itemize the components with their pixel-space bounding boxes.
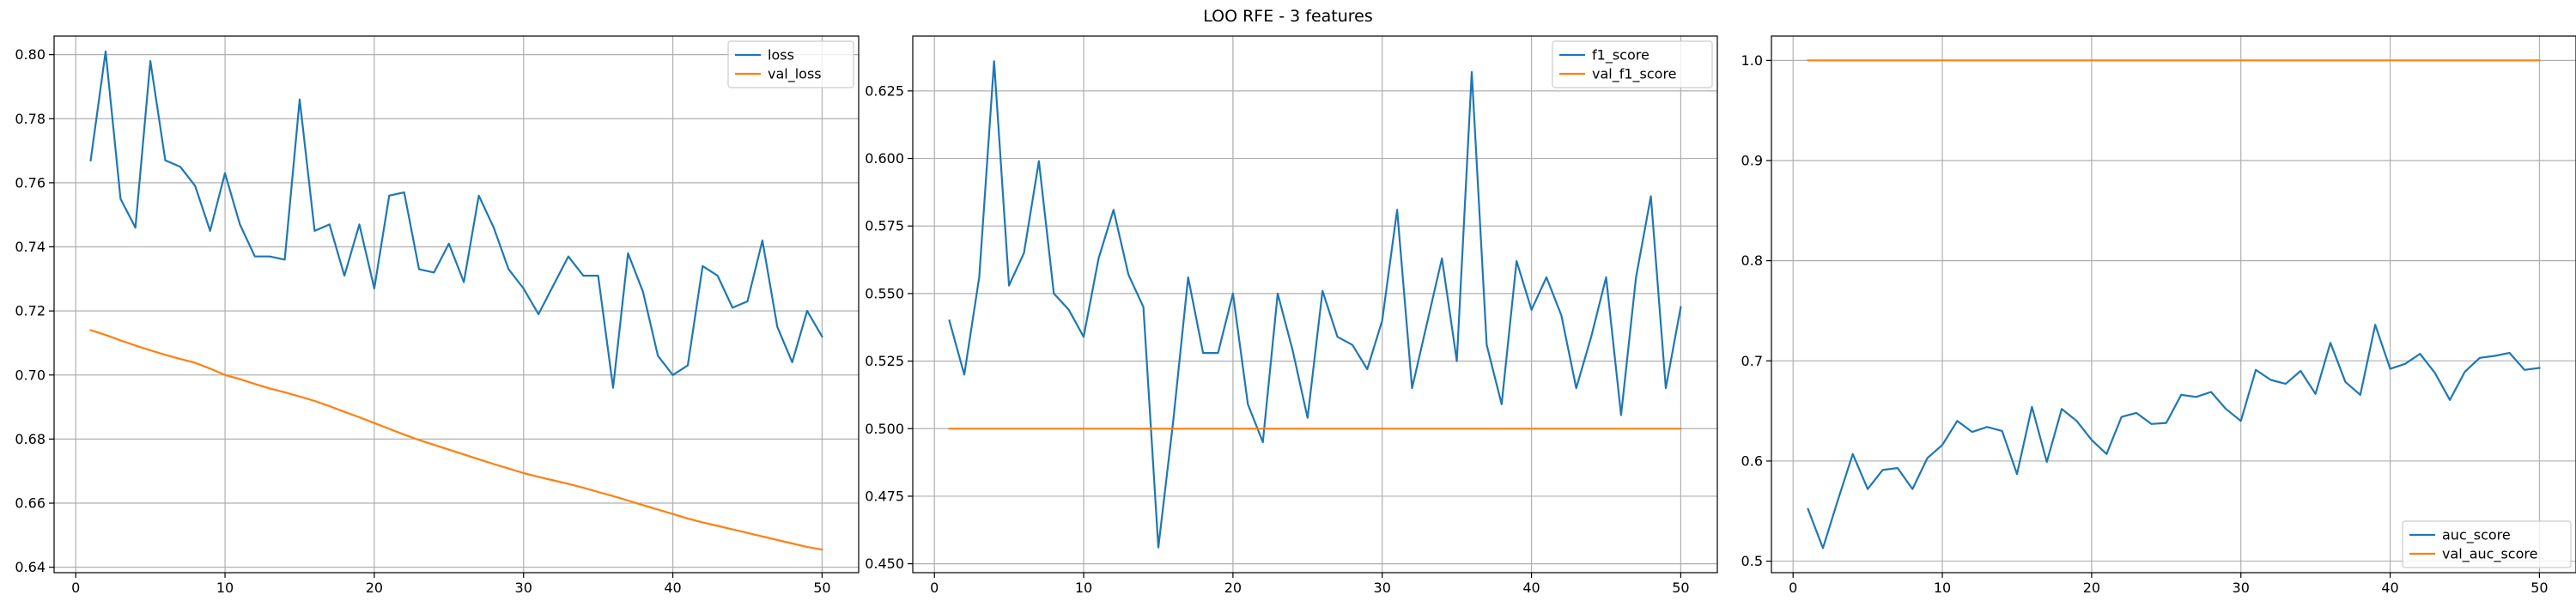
y-tick-label: 0.64 [15, 559, 46, 575]
x-tick-label: 20 [366, 580, 383, 596]
x-tick-label: 50 [813, 580, 830, 596]
y-tick-label: 0.550 [865, 285, 904, 301]
series-line-loss [89, 50, 823, 389]
y-tick-label: 0.66 [15, 495, 46, 512]
y-tick-label: 0.450 [865, 555, 904, 572]
x-tick-label: 30 [515, 580, 532, 596]
y-tick-label: 0.68 [15, 431, 46, 447]
y-tick-label: 0.500 [865, 421, 904, 437]
legend-label: val_f1_score [1592, 66, 1677, 83]
x-tick-label: 20 [1224, 580, 1242, 596]
x-tick-label: 10 [1934, 580, 1951, 596]
x-tick-label: 20 [2083, 580, 2100, 596]
y-tick-label: 0.72 [15, 303, 46, 319]
chart-panel-2: 0 10 20 30 40 50 0.450 0.475 0.500 0.525 0.550 0.57… [865, 35, 1718, 596]
x-tick-label: 0 [71, 580, 80, 596]
legend: loss val_loss [727, 40, 854, 88]
y-tick-label: 0.625 [865, 82, 904, 99]
y-tick-label: 0.6 [1741, 452, 1763, 469]
legend-label: f1_score [1592, 47, 1649, 64]
y-tick-label: 0.70 [15, 367, 46, 383]
y-tick-label: 0.575 [865, 218, 904, 234]
y-tick-label: 0.9 [1741, 152, 1763, 168]
y-tick-label: 0.525 [865, 353, 904, 369]
x-tick-label: 50 [1672, 580, 1689, 596]
y-tick-label: 0.8 [1741, 252, 1763, 269]
legend-label: val_loss [768, 66, 822, 83]
axes-frame [912, 35, 1718, 574]
y-tick-label: 0.80 [15, 46, 46, 63]
figure-title: LOO RFE - 3 features [1203, 7, 1373, 26]
chart-panel-3: 0 10 20 30 40 50 0.5 0.6 0.7 0.8 0.9 1.0 auc_scoreva… [1741, 35, 2576, 596]
series-line-f1-score [948, 60, 1682, 549]
y-tick-label: 0.600 [865, 150, 904, 167]
legend: f1_score val_f1_score [1552, 40, 1713, 88]
series-line-val-loss [89, 329, 823, 551]
legend-box [727, 40, 854, 88]
legend-label: auc_score [2442, 527, 2511, 544]
x-tick-label: 40 [1522, 580, 1540, 596]
legend-box [1552, 40, 1713, 88]
x-tick-label: 40 [2381, 580, 2398, 596]
chart-panel-1: 0 10 20 30 40 50 0.64 0.66 0.68 0.70 0.72 0.74 0.76 0… [15, 35, 860, 596]
x-tick-label: 30 [1374, 580, 1391, 596]
y-tick-label: 0.7 [1741, 353, 1763, 369]
y-tick-label: 1.0 [1741, 52, 1763, 69]
legend-label: loss [768, 47, 794, 64]
x-tick-label: 10 [216, 580, 234, 596]
axes-frame [1771, 35, 2576, 574]
x-tick-label: 50 [2530, 580, 2548, 596]
legend: auc_score val_auc_score [2402, 520, 2572, 568]
y-tick-label: 0.475 [865, 488, 904, 504]
series-line-auc-score [1807, 324, 2541, 549]
x-tick-label: 10 [1075, 580, 1092, 596]
axes-frame [53, 35, 860, 574]
x-tick-label: 40 [664, 580, 681, 596]
x-tick-label: 30 [2233, 580, 2250, 596]
x-tick-label: 0 [1789, 580, 1797, 596]
legend-box [2402, 520, 2572, 568]
y-tick-label: 0.78 [15, 111, 46, 127]
y-tick-label: 0.5 [1741, 553, 1763, 569]
y-tick-label: 0.74 [15, 239, 46, 255]
legend-label: val_auc_score [2442, 546, 2537, 563]
x-tick-label: 0 [930, 580, 939, 596]
y-tick-label: 0.76 [15, 174, 46, 191]
